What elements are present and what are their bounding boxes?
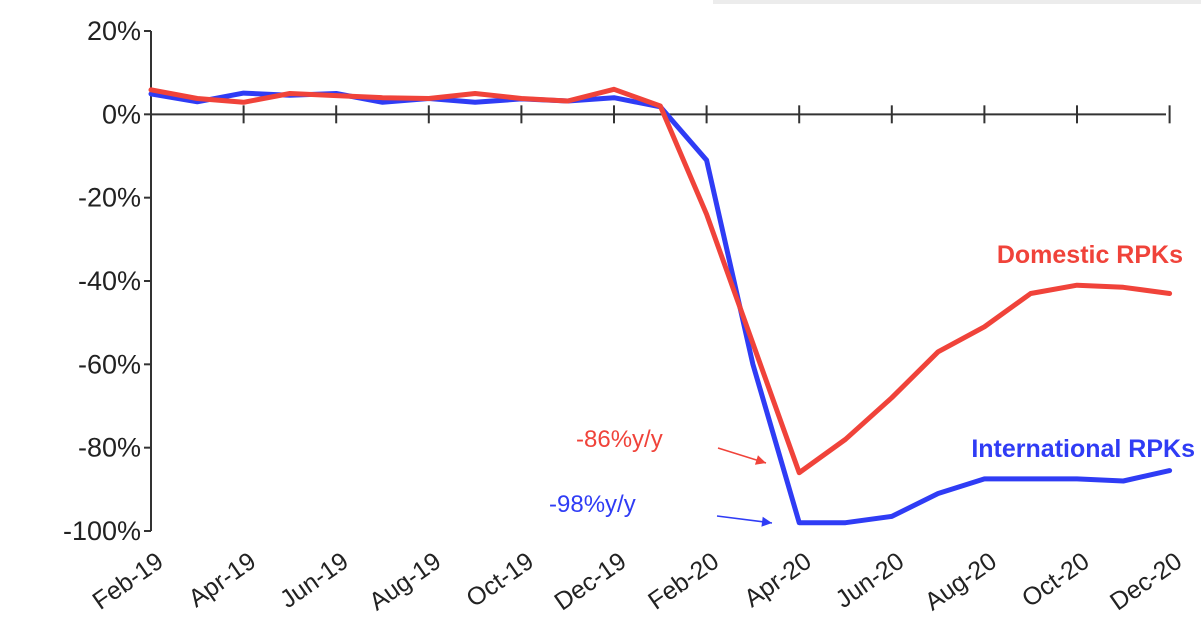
y-tick-label: 20% <box>87 16 141 46</box>
y-axis: 20% 0% -20% -40% -60% -80% -100% <box>63 16 152 546</box>
domestic-rpks-line <box>148 86 1173 476</box>
annotations: -86%y/y -98%y/y <box>549 426 773 527</box>
y-tick-label: 0% <box>102 99 141 129</box>
x-tick-label: Oct-19 <box>461 547 539 613</box>
top-edge-bar <box>713 0 1201 4</box>
x-tick-label: Dec-20 <box>1105 547 1187 616</box>
x-tick-label: Feb-19 <box>87 547 168 615</box>
y-tick-label: -80% <box>78 433 141 463</box>
x-axis-ticks: Feb-19 Apr-19 Jun-19 Aug-19 Oct-19 Dec-19 Feb-… <box>87 105 1187 616</box>
y-tick-label: -40% <box>78 266 141 296</box>
x-tick-label: Aug-19 <box>364 547 446 616</box>
x-tick-label: Jun-20 <box>831 547 910 614</box>
annotation-arrow-head <box>761 516 772 527</box>
domestic-rpks-label: Domestic RPKs <box>997 241 1183 269</box>
x-tick-label: Oct-20 <box>1017 547 1095 613</box>
y-tick-label: -60% <box>78 349 141 379</box>
x-tick-label: Aug-20 <box>920 547 1002 616</box>
x-tick-label: Feb-20 <box>643 547 724 615</box>
x-tick-label: Apr-20 <box>739 547 817 613</box>
x-tick-label: Dec-19 <box>549 547 631 616</box>
x-tick-label: Jun-19 <box>275 547 354 614</box>
series-labels: Domestic RPKs International RPKs <box>971 241 1195 463</box>
x-tick-label: Apr-19 <box>184 547 262 613</box>
annotation-arrow-head <box>754 455 766 465</box>
y-tick-label: -100% <box>63 516 141 546</box>
international-rpks-label: International RPKs <box>971 435 1195 463</box>
domestic-drop-annotation: -86%y/y <box>576 426 663 453</box>
series-lines <box>148 86 1173 526</box>
y-tick-label: -20% <box>78 183 141 213</box>
international-drop-annotation: -98%y/y <box>549 491 636 518</box>
